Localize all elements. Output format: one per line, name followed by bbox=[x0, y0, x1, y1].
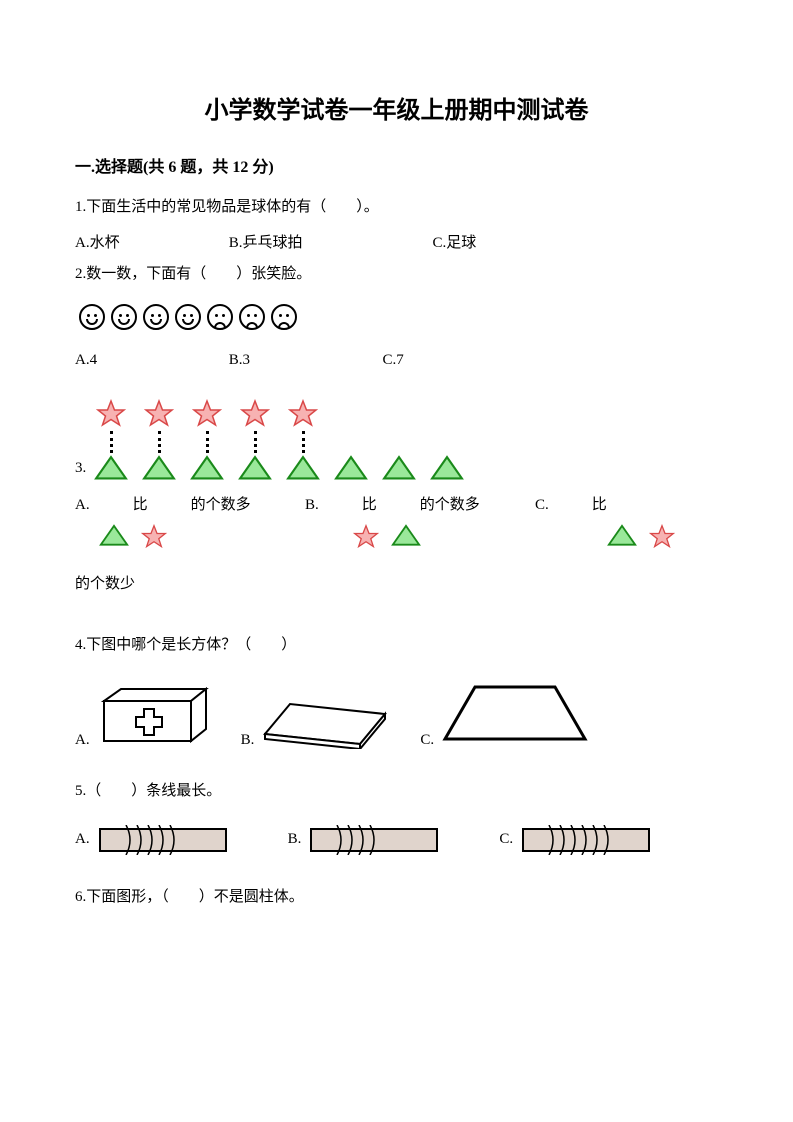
q4-opt-a: A. bbox=[75, 732, 90, 749]
page-title: 小学数学试卷一年级上册期中测试卷 bbox=[75, 90, 718, 125]
q4-shape-c bbox=[440, 679, 590, 749]
q5-opt-c: C. bbox=[499, 831, 513, 848]
q1-opt-a: A.水杯 bbox=[75, 231, 225, 252]
q3-label: 3. bbox=[75, 460, 86, 477]
triangle-icon bbox=[142, 455, 176, 481]
q4-shape-a bbox=[96, 679, 211, 749]
q6-text: 6.下面图形，（ ）不是圆柱体。 bbox=[75, 885, 718, 909]
q2-opt-a: A.4 bbox=[75, 352, 225, 369]
q3-opt-c-pre: C. bbox=[535, 493, 564, 514]
q2-opt-b: B.3 bbox=[229, 352, 379, 369]
star-icon bbox=[141, 524, 167, 550]
q5-opt-b: B. bbox=[288, 831, 302, 848]
q5-text: 5.（ ）条线最长。 bbox=[75, 779, 718, 803]
q3-opt-a-mid: 比 bbox=[133, 493, 163, 514]
q3-opt-a-post: 的个数多 bbox=[191, 493, 251, 514]
q4-shape-b bbox=[260, 699, 390, 749]
triangle-icon bbox=[334, 455, 368, 481]
q1-options: A.水杯 B.乒乓球拍 C.足球 bbox=[75, 231, 718, 252]
triangle-icon bbox=[391, 524, 421, 547]
q1-opt-b: B.乒乓球拍 bbox=[229, 231, 429, 252]
q3-options: A. 比 的个数多 B. 比 的个数多 C. 比 bbox=[75, 493, 718, 514]
star-icon bbox=[649, 524, 675, 550]
triangle-icon bbox=[607, 524, 637, 547]
triangle-icon bbox=[99, 524, 129, 547]
section-header: 一.选择题(共 6 题，共 12 分) bbox=[75, 153, 718, 177]
q1-opt-c: C.足球 bbox=[433, 231, 477, 252]
q3-opt-b-pre: B. bbox=[305, 493, 334, 514]
sad-face-icon bbox=[239, 304, 265, 330]
q3-option-icons bbox=[75, 518, 718, 550]
q3-opt-b-post: 的个数多 bbox=[420, 493, 480, 514]
q3-opt-a-pre: A. bbox=[75, 493, 105, 514]
smile-face-icon bbox=[175, 304, 201, 330]
triangle-icon bbox=[94, 455, 128, 481]
q5-shape-c bbox=[521, 825, 651, 855]
sad-face-icon bbox=[271, 304, 297, 330]
q2-text: 2.数一数，下面有（ ）张笑脸。 bbox=[75, 262, 718, 286]
smile-face-icon bbox=[79, 304, 105, 330]
wrapped-bar-icon bbox=[98, 825, 228, 855]
q1-text: 1.下面生活中的常见物品是球体的有（ ）。 bbox=[75, 195, 718, 219]
q4-text: 4.下图中哪个是长方体？（ ） bbox=[75, 633, 718, 657]
q5-opt-a: A. bbox=[75, 831, 90, 848]
q4-opt-c: C. bbox=[420, 732, 434, 749]
triangle-icon bbox=[190, 455, 224, 481]
smile-face-icon bbox=[111, 304, 137, 330]
triangle-icon bbox=[238, 455, 272, 481]
q4-options: A. B. C. bbox=[75, 679, 718, 749]
sad-face-icon bbox=[207, 304, 233, 330]
wrapped-bar-icon bbox=[521, 825, 651, 855]
triangle-icon bbox=[286, 455, 320, 481]
smile-face-icon bbox=[143, 304, 169, 330]
q2-options: A.4 B.3 C.7 bbox=[75, 352, 718, 369]
star-icon bbox=[96, 399, 126, 429]
q3-opt-b-mid: 比 bbox=[362, 493, 392, 514]
wrapped-bar-icon bbox=[309, 825, 439, 855]
q5-options: A. B. C. bbox=[75, 825, 718, 855]
star-icon bbox=[288, 399, 318, 429]
q4-opt-b: B. bbox=[241, 732, 255, 749]
q3-continuation: 的个数少 bbox=[75, 572, 718, 593]
star-icon bbox=[353, 524, 379, 550]
star-icon bbox=[144, 399, 174, 429]
q3-figure: 3. bbox=[75, 399, 718, 481]
q2-opt-c: C.7 bbox=[383, 352, 404, 369]
star-icon bbox=[192, 399, 222, 429]
triangle-icon bbox=[430, 455, 464, 481]
triangle-icon bbox=[382, 455, 416, 481]
star-icon bbox=[240, 399, 270, 429]
q5-shape-a bbox=[98, 825, 228, 855]
q2-faces bbox=[79, 304, 718, 330]
q3-opt-c-mid: 比 bbox=[592, 493, 607, 514]
q5-shape-b bbox=[309, 825, 439, 855]
